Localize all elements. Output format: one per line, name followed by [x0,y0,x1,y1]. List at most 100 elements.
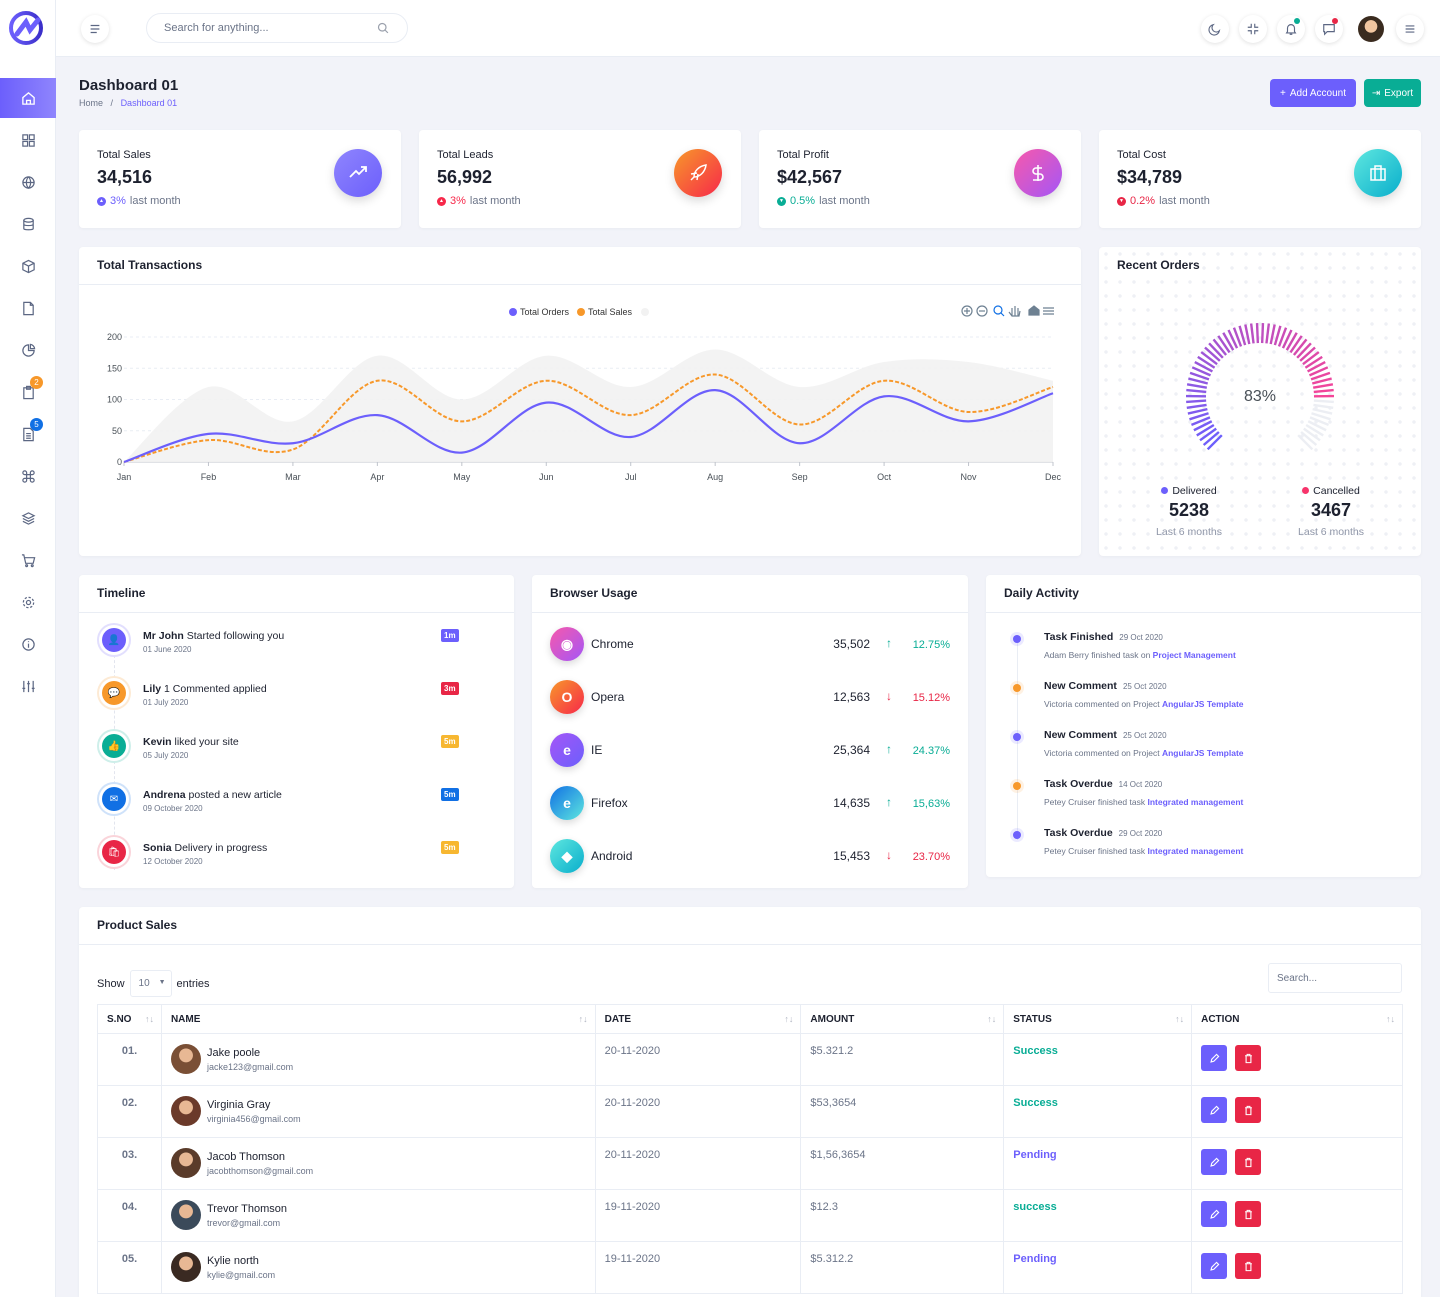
gauge-tick [1310,371,1331,381]
user-avatar[interactable] [1358,16,1384,42]
timeline-name[interactable]: Lily [143,683,162,695]
table-row: 05. Kylie north kylie@gmail.com 19-11-2020 $… [97,1241,1403,1294]
date-cell: 20-11-2020 [594,1033,802,1086]
gauge-tick [1312,407,1333,415]
stat-change-value: 0.5% [790,195,816,207]
user-cell: Trevor Thomson trevor@gmail.com [170,1199,595,1230]
recent-orders-card: Recent Orders 83% Delivered 5238 Last 6 … [1099,247,1421,556]
gauge-tick [1304,355,1323,369]
gauge-tick [1269,324,1276,345]
column-header[interactable]: AMOUNT ↑↓ [800,1004,1005,1034]
entries-select[interactable]: 10 ▼ [129,970,172,997]
column-header[interactable]: S.NO ↑↓ [97,1004,162,1034]
browser-name: Chrome [591,637,634,651]
gauge-tick [1204,346,1221,362]
legend-orders[interactable]: Total Orders [520,307,570,317]
sidebar-item-settings[interactable] [0,582,56,622]
search-input[interactable]: Search for anything... [146,13,408,43]
export-button[interactable]: ⇥ Export [1364,79,1421,107]
activity-link[interactable]: AngularJS Template [1161,699,1244,709]
delete-button[interactable] [1235,1253,1262,1279]
column-header[interactable]: NAME ↑↓ [160,1004,596,1034]
timeline-date: 12 October 2020 [143,857,203,866]
reset-zoom-icon[interactable] [1028,305,1040,316]
arrow-down-icon: ↓ [886,848,892,862]
notifications-button[interactable] [1277,15,1305,43]
x-tick-label: Jul [625,472,637,482]
messages-button[interactable] [1315,15,1343,43]
zoom-in-icon[interactable] [961,305,973,317]
breadcrumb-home[interactable]: Home [79,98,104,108]
activity-desc: Petey Cruiser finished task Integrated m… [1044,797,1394,807]
date-cell: 19-11-2020 [594,1189,802,1242]
timeline-name[interactable]: Andrena [143,789,186,801]
delete-button[interactable] [1235,1097,1262,1123]
activity-date: 14 Oct 2020 [1118,780,1163,789]
sidebar-item-apps[interactable] [0,120,56,160]
column-header-label: S.NO [107,1013,132,1025]
zoom-out-icon[interactable] [976,305,988,317]
sidebar-item-database[interactable] [0,204,56,244]
table-search-input[interactable]: Search... [1268,963,1402,993]
x-tick-label: Feb [201,472,217,482]
gauge-tick [1305,424,1324,437]
sidebar-item-clipboard[interactable]: 2 [0,372,56,412]
user-add-icon: 👤 [97,623,131,657]
arrow-up-circle-icon: ▲ [97,196,106,206]
activity-link[interactable]: AngularJS Template [1161,748,1244,758]
gauge-tick [1191,366,1212,377]
delete-button[interactable] [1235,1201,1262,1227]
pan-icon[interactable] [1008,306,1021,317]
sidebar-item-file[interactable] [0,288,56,328]
timeline-icon-glyph: 👍 [102,734,126,758]
sidebar-item-package[interactable] [0,246,56,286]
timeline-name[interactable]: Kevin [143,736,172,748]
selection-zoom-icon[interactable] [993,305,1003,315]
sidebar-item-cart[interactable] [0,540,56,580]
column-header[interactable]: ACTION ↑↓ [1191,1004,1403,1034]
browser-usage-card: Browser Usage ◉ Chrome 35,502 ↑ 12.75% O Opera… [532,575,968,888]
timeline-name[interactable]: Mr John [143,630,184,642]
edit-button[interactable] [1201,1045,1228,1071]
gauge-tick [1289,335,1303,354]
sidebar-item-globe[interactable] [0,162,56,202]
sidebar-item-sliders[interactable] [0,666,56,706]
app-logo-icon[interactable] [8,10,48,46]
edit-button[interactable] [1201,1201,1228,1227]
fullscreen-button[interactable] [1239,15,1267,43]
column-header[interactable]: DATE ↑↓ [594,1004,802,1034]
sidebar-item-home[interactable] [0,78,56,118]
sidebar-item-docs[interactable]: 5 [0,414,56,454]
file-icon [22,301,34,315]
user-email: jacke123@gmail.com [206,1062,294,1072]
delete-button[interactable] [1235,1045,1262,1071]
gauge-tick [1196,424,1215,437]
menu-toggle-button[interactable] [81,15,109,43]
activity-item: Task Finished 29 Oct 2020 Adam Berry finis… [1044,631,1394,660]
browser-percent: 23.70% [912,851,950,863]
gauge-tick [1188,377,1209,385]
activity-link[interactable]: Project Management [1152,650,1236,660]
edit-button[interactable] [1201,1253,1228,1279]
row-number: 02. [97,1085,162,1138]
dark-mode-button[interactable] [1201,15,1229,43]
edit-button[interactable] [1201,1097,1228,1123]
chart-menu-icon[interactable] [1043,307,1054,315]
activity-link[interactable]: Integrated management [1147,797,1244,807]
stat-change-suffix: last month [129,195,181,207]
activity-dot [1013,831,1021,839]
sidebar-item-layers[interactable] [0,498,56,538]
add-account-button[interactable]: + Add Account [1270,79,1356,107]
timeline-name[interactable]: Sonia [143,842,172,854]
legend-sales[interactable]: Total Sales [588,307,633,317]
activity-link[interactable]: Integrated management [1147,846,1244,856]
settings-menu-button[interactable] [1396,15,1424,43]
edit-button[interactable] [1201,1149,1228,1175]
sidebar-item-command[interactable] [0,456,56,496]
gauge-tick [1186,388,1207,394]
avatar [170,1096,201,1126]
sidebar-item-charts[interactable] [0,330,56,370]
column-header[interactable]: STATUS ↑↓ [1003,1004,1193,1034]
sidebar-item-info[interactable] [0,624,56,664]
delete-button[interactable] [1235,1149,1262,1175]
